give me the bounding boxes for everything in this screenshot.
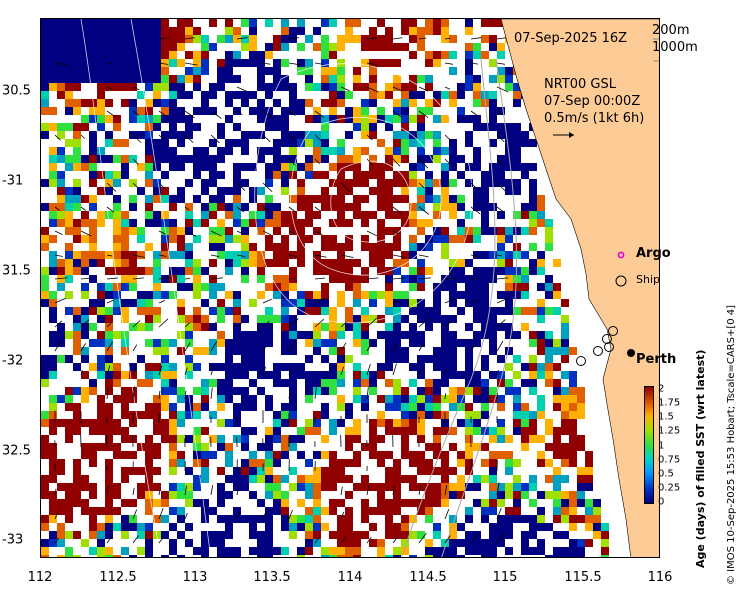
sst-map-canvas — [41, 19, 659, 557]
ship-marker — [593, 346, 603, 356]
argo-label: Argo — [636, 246, 671, 261]
y-tick-label: 31.5 — [2, 263, 31, 279]
colorbar-title: Age (days) of filled SST (wrt latest) — [694, 349, 707, 568]
sst-map — [40, 18, 660, 558]
colorbar-tick-label: 1 — [658, 440, 665, 451]
credit-text: © IMOS 10-Sep-2025 15:53 Hobart; Tscale=… — [726, 304, 737, 585]
colorbar-tick-label: 0 — [658, 496, 665, 508]
date-label: 07-Sep-2025 16Z — [514, 31, 628, 46]
perth-label: Perth — [636, 352, 677, 367]
x-tick-label: 112 — [27, 570, 53, 585]
continental-shelf-lines — [401, 58, 518, 557]
x-tick-label: 113.5 — [253, 570, 291, 585]
perth-marker — [627, 349, 635, 357]
y-tick-label: 30.5 — [2, 83, 31, 99]
australia-landmass — [500, 19, 659, 557]
x-tick-label: 116 — [647, 570, 673, 585]
colorbar-tick-label: 2 — [658, 383, 665, 395]
argo-legend-icon — [617, 251, 625, 259]
x-tick-label: 115.5 — [564, 570, 602, 585]
x-tick-label: 115 — [492, 570, 518, 585]
ship-marker — [602, 334, 612, 344]
ship-marker — [604, 342, 614, 352]
current-title: NRT00 GSL — [544, 77, 616, 92]
current-time: 07-Sep 00:00Z — [544, 94, 641, 109]
colorbar-tick-label: 0.25 — [658, 482, 681, 494]
legend-200m-label: 200m — [652, 23, 690, 38]
ship-marker — [576, 356, 586, 366]
current-scale-label: 0.5m/s (1kt 6h) — [544, 111, 645, 126]
ship-label: Ship — [636, 273, 660, 286]
x-tick-label: 112.5 — [99, 570, 137, 585]
ship-markers — [576, 326, 618, 366]
ship-legend-icon — [615, 275, 627, 287]
colorbar — [644, 386, 654, 504]
y-tick-label: -32 — [2, 353, 24, 369]
y-tick-label: 32.5 — [2, 443, 31, 459]
x-tick-label: 114 — [337, 570, 363, 585]
colorbar-tick-label: 1.75 — [658, 397, 681, 409]
current-vectors — [54, 37, 509, 544]
x-tick-label: 113 — [182, 570, 208, 585]
colorbar-tick-label: 1.5 — [658, 411, 674, 423]
ship-marker — [608, 326, 618, 336]
sst-age-pixels — [41, 19, 609, 557]
x-tick-label: 114.5 — [409, 570, 447, 585]
colorbar-tick-label: 0.5 — [658, 468, 674, 480]
legend-1000m-label: 1000m — [652, 40, 698, 55]
colorbar-tick-label: 0.75 — [658, 454, 681, 466]
colorbar-tick-label: 1.25 — [658, 425, 681, 437]
y-tick-label: -33 — [2, 532, 24, 548]
y-tick-label: -31 — [2, 173, 24, 189]
